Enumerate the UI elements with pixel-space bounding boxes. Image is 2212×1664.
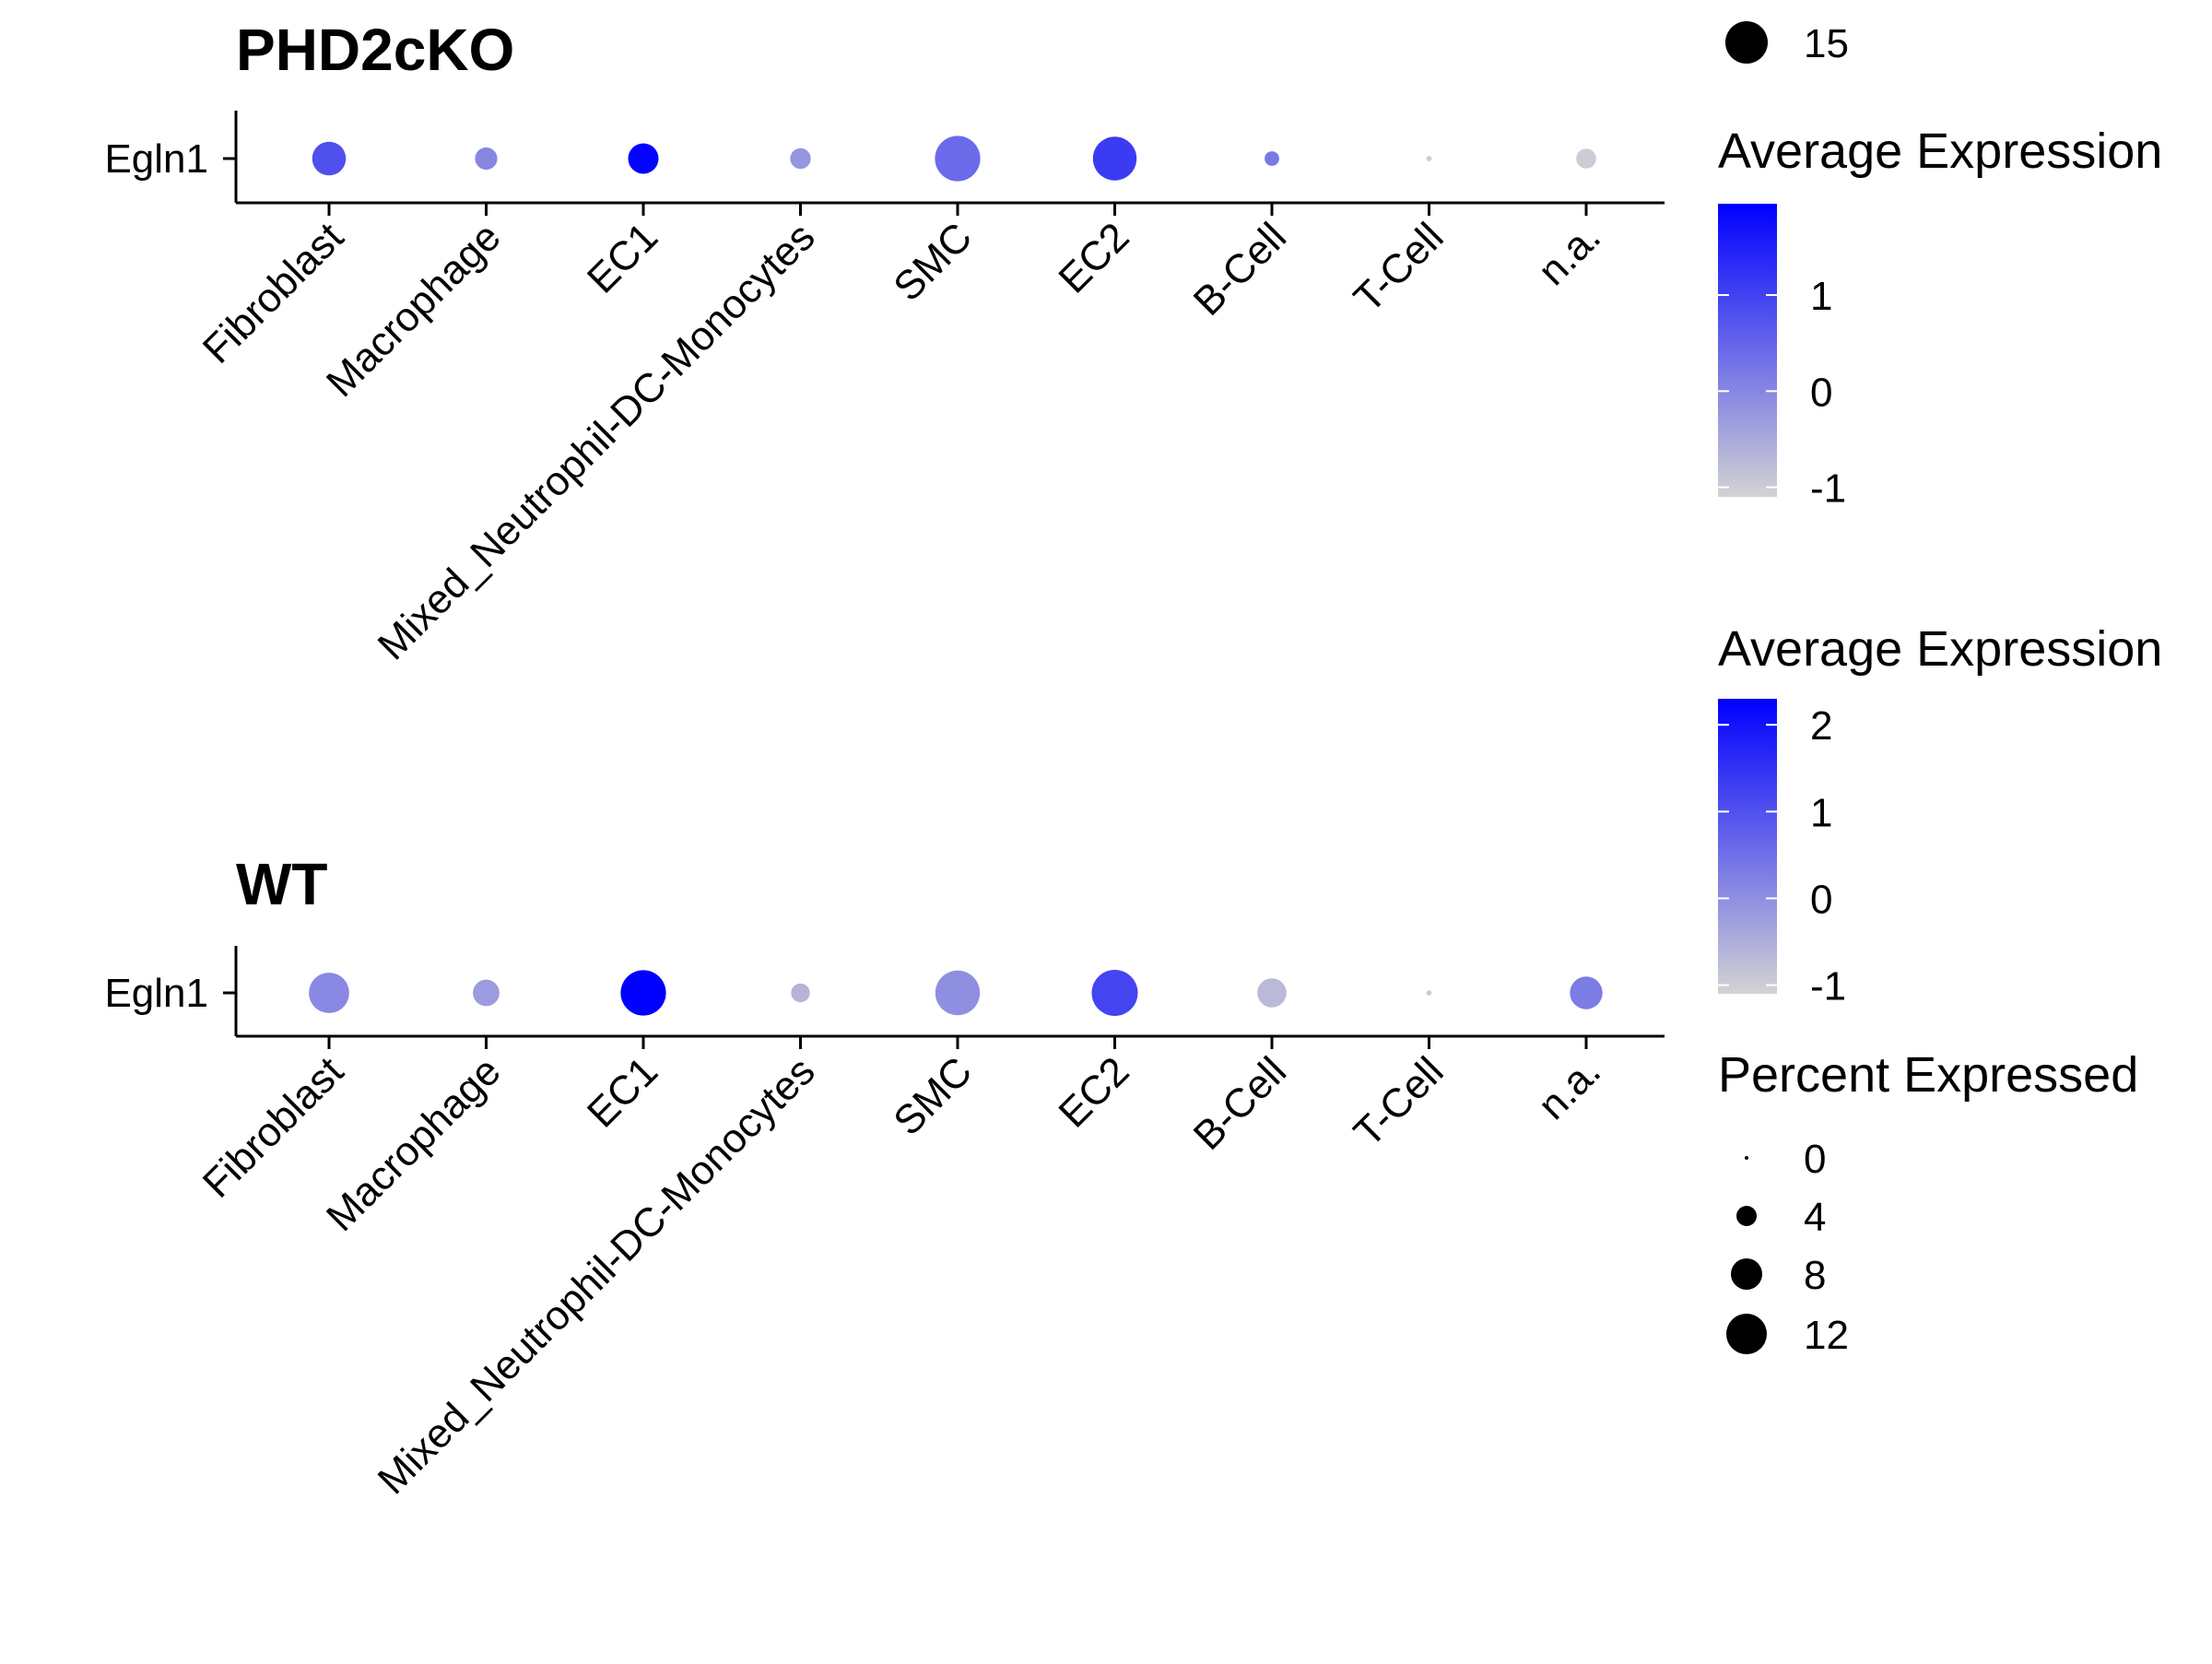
dot-macrophage (475, 147, 498, 171)
color-bar (1718, 204, 1777, 497)
dot-macrophage (473, 979, 500, 1007)
dot-ec2 (1091, 970, 1138, 1016)
x-tick-label: n.a. (1530, 214, 1610, 294)
x-tick-label: Fibroblast (194, 1048, 352, 1206)
panel-title-phd2cko: PHD2cKO (236, 17, 514, 83)
dot-smc (935, 970, 981, 1016)
panel-title-wt: WT (236, 851, 328, 917)
dot-ec1 (628, 143, 659, 174)
color-bar-tick-label: 2 (1810, 703, 1832, 749)
x-tick-label: Fibroblast (194, 214, 352, 372)
x-tick-label: EC2 (1050, 214, 1137, 301)
dots (312, 136, 1596, 182)
size-legend-top: 15 (1725, 21, 1849, 66)
color-legend-phd2cko: Average Expression -1 0 1 (1718, 124, 2162, 512)
color-legend-wt: Average Expression -1 0 1 2 (1718, 621, 2162, 1009)
x-tick-label: EC1 (579, 1048, 666, 1136)
color-bar-tick-label: 1 (1810, 274, 1832, 319)
size-key-label: 15 (1804, 21, 1849, 66)
size-legend: Percent Expressed 0 4 8 12 (1718, 1047, 2138, 1358)
x-tick-label: SMC (885, 1048, 981, 1144)
color-bar-tick-label: -1 (1810, 466, 1846, 512)
size-key-label: 4 (1804, 1195, 1826, 1240)
dot-fibroblast (309, 973, 349, 1013)
dot-ec1 (620, 970, 666, 1016)
x-tick-label: EC1 (579, 214, 666, 301)
color-bar-ticks: -1 0 1 2 (1718, 703, 1846, 1009)
x-tick-label: B-Cell (1185, 1048, 1295, 1158)
size-key-label: 8 (1804, 1253, 1826, 1298)
size-key-label: 12 (1804, 1313, 1849, 1358)
dot-b-cell (1257, 978, 1287, 1008)
color-bar-tick-label: 1 (1810, 790, 1832, 835)
x-tick-label: B-Cell (1185, 214, 1295, 324)
y-tick-label-gene: Egln1 (104, 136, 208, 182)
color-bar-ticks: -1 0 1 (1718, 274, 1846, 512)
x-tick-marks (327, 203, 1588, 216)
size-key-dot (1745, 1156, 1748, 1160)
color-legend-title: Average Expression (1718, 621, 2162, 677)
dot-fibroblast (312, 141, 347, 176)
dots (309, 970, 1603, 1016)
dot-t-cell (1426, 156, 1432, 161)
x-tick-label: T-Cell (1346, 1048, 1453, 1155)
size-key-dot (1731, 1258, 1762, 1290)
dot-mixed-neutrophil-dc-monocytes (791, 983, 810, 1003)
size-key-dot (1736, 1206, 1757, 1226)
color-bar-tick-label: 0 (1810, 370, 1832, 415)
color-legend-title: Average Expression (1718, 124, 2162, 179)
color-bar-tick-label: 0 (1810, 877, 1832, 922)
x-tick-label: EC2 (1050, 1048, 1137, 1136)
dot-n-a- (1576, 148, 1596, 169)
x-tick-label: n.a. (1530, 1048, 1610, 1128)
dot-mixed-neutrophil-dc-monocytes (790, 148, 811, 170)
color-bar (1718, 699, 1777, 994)
dot-t-cell (1426, 990, 1432, 996)
dot-smc (935, 136, 981, 182)
x-tick-label: T-Cell (1346, 214, 1453, 321)
size-legend-title: Percent Expressed (1718, 1047, 2138, 1103)
x-tick-label: SMC (885, 214, 981, 310)
x-tick-marks (327, 1036, 1588, 1049)
dot-n-a- (1570, 976, 1603, 1009)
size-key-dot (1725, 21, 1768, 64)
color-bar-tick-label: -1 (1810, 964, 1846, 1009)
dot-b-cell (1265, 151, 1279, 166)
size-key-dot (1726, 1314, 1767, 1354)
dot-ec2 (1092, 136, 1137, 181)
y-tick-label-gene: Egln1 (104, 971, 208, 1016)
size-key-label: 0 (1804, 1137, 1826, 1182)
